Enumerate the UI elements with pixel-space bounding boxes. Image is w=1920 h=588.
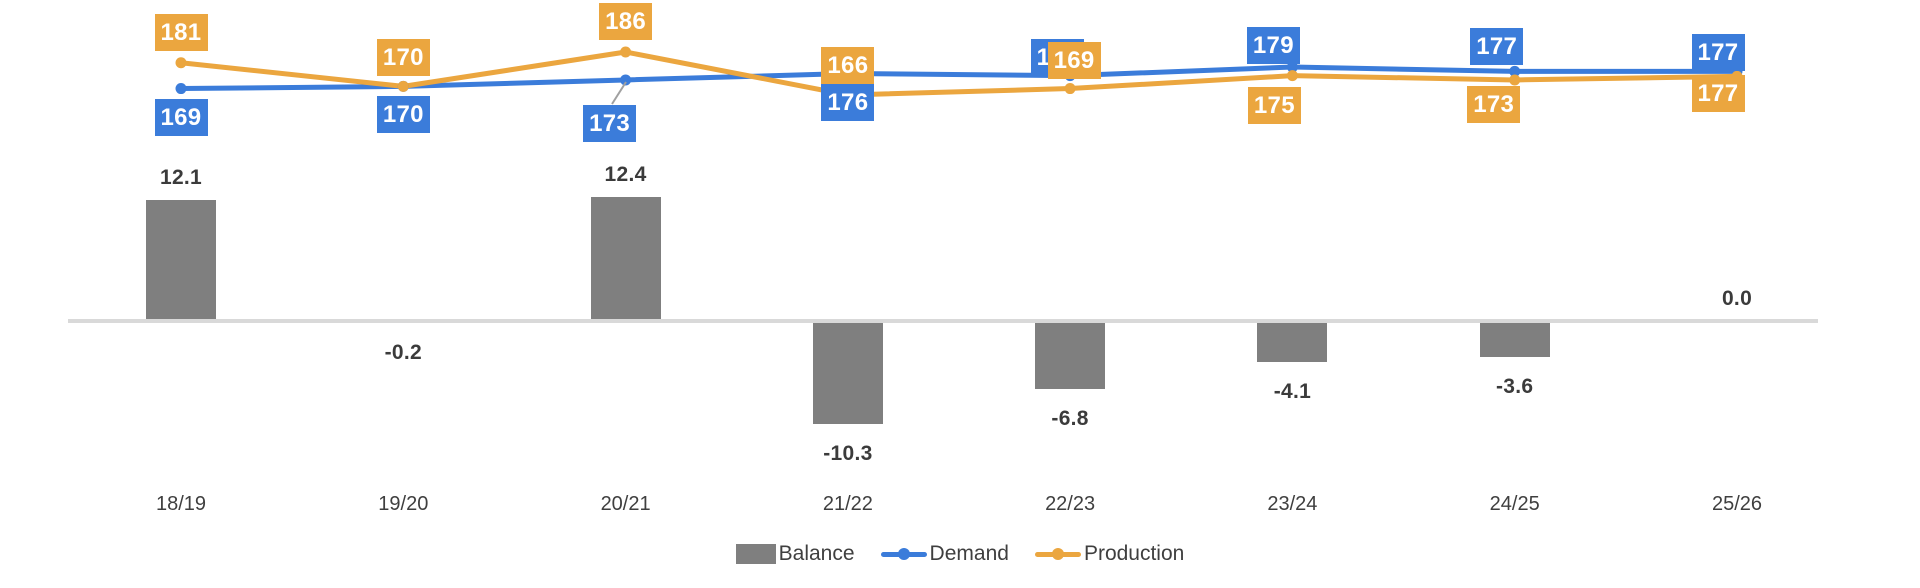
balance-swatch-icon	[735, 544, 776, 564]
legend-line-marker	[1051, 548, 1064, 560]
chart-legend: Balance Demand Production	[0, 536, 1920, 572]
demand-point-marker	[1509, 65, 1521, 77]
label-leader-line	[611, 81, 627, 105]
production-point-marker	[397, 80, 409, 92]
demand-point-marker	[620, 74, 632, 86]
balance-bar	[1257, 321, 1328, 362]
production-point-marker	[1509, 74, 1521, 86]
x-tick-label: 24/25	[1489, 493, 1540, 515]
demand-value-label: 179	[1246, 27, 1300, 64]
demand-value-label: 176	[821, 84, 875, 121]
balance-value-label: 12.4	[604, 163, 647, 186]
balance-value-label: -3.6	[1495, 375, 1534, 398]
production-value-label: 166	[821, 47, 875, 84]
demand-point-marker	[175, 83, 187, 95]
demand-value-label: 170	[376, 96, 430, 133]
production-point-marker	[620, 46, 632, 58]
legend-line-marker	[897, 548, 910, 560]
legend-label: Balance	[778, 542, 855, 565]
legend-item-demand: Demand	[880, 542, 1009, 566]
balance-value-label: 0.0	[1721, 287, 1753, 310]
legend-label: Demand	[929, 542, 1009, 565]
x-tick-label: 19/20	[378, 493, 429, 515]
x-axis-zero-line	[68, 319, 1818, 323]
x-tick-label: 18/19	[155, 493, 207, 515]
balance-value-label: -0.2	[384, 341, 422, 364]
balance-value-label: -4.1	[1273, 380, 1312, 403]
x-tick-label: 22/23	[1045, 493, 1096, 515]
demand-point-marker	[397, 80, 409, 92]
legend-item-balance: Balance	[735, 542, 855, 566]
balance-bar	[590, 197, 661, 321]
x-tick-label: 25/26	[1711, 493, 1763, 515]
production-point-marker	[1286, 70, 1298, 82]
demand-value-label: 173	[583, 105, 637, 142]
balance-bar	[1035, 321, 1106, 389]
production-value-label: 169	[1047, 42, 1101, 79]
demand-value-label: 177	[1691, 34, 1745, 71]
production-value-label: 186	[599, 3, 653, 40]
x-tick-label: 21/22	[822, 493, 873, 515]
production-value-label: 177	[1691, 75, 1745, 112]
x-tick-label: 20/21	[600, 493, 651, 515]
production-value-label: 175	[1247, 87, 1301, 124]
balance-bar	[1479, 321, 1550, 357]
balance-value-label: -6.8	[1051, 407, 1089, 430]
demand-line-icon	[880, 548, 927, 561]
legend-label: Production	[1083, 542, 1185, 565]
balance-bar	[146, 200, 216, 321]
x-tick-label: 23/24	[1267, 493, 1318, 515]
production-value-label: 181	[154, 14, 208, 51]
production-point-marker	[175, 57, 187, 69]
balance-bar	[812, 321, 883, 424]
demand-value-label: 169	[154, 99, 208, 136]
legend-item-production: Production	[1034, 542, 1185, 566]
production-value-label: 170	[376, 39, 430, 76]
demand-value-label: 177	[1470, 28, 1524, 65]
production-value-label: 173	[1467, 86, 1521, 123]
balance-value-label: -10.3	[823, 442, 873, 465]
balance-value-label: 12.1	[159, 166, 203, 189]
production-point-marker	[1064, 83, 1076, 95]
production-line-icon	[1034, 548, 1081, 561]
